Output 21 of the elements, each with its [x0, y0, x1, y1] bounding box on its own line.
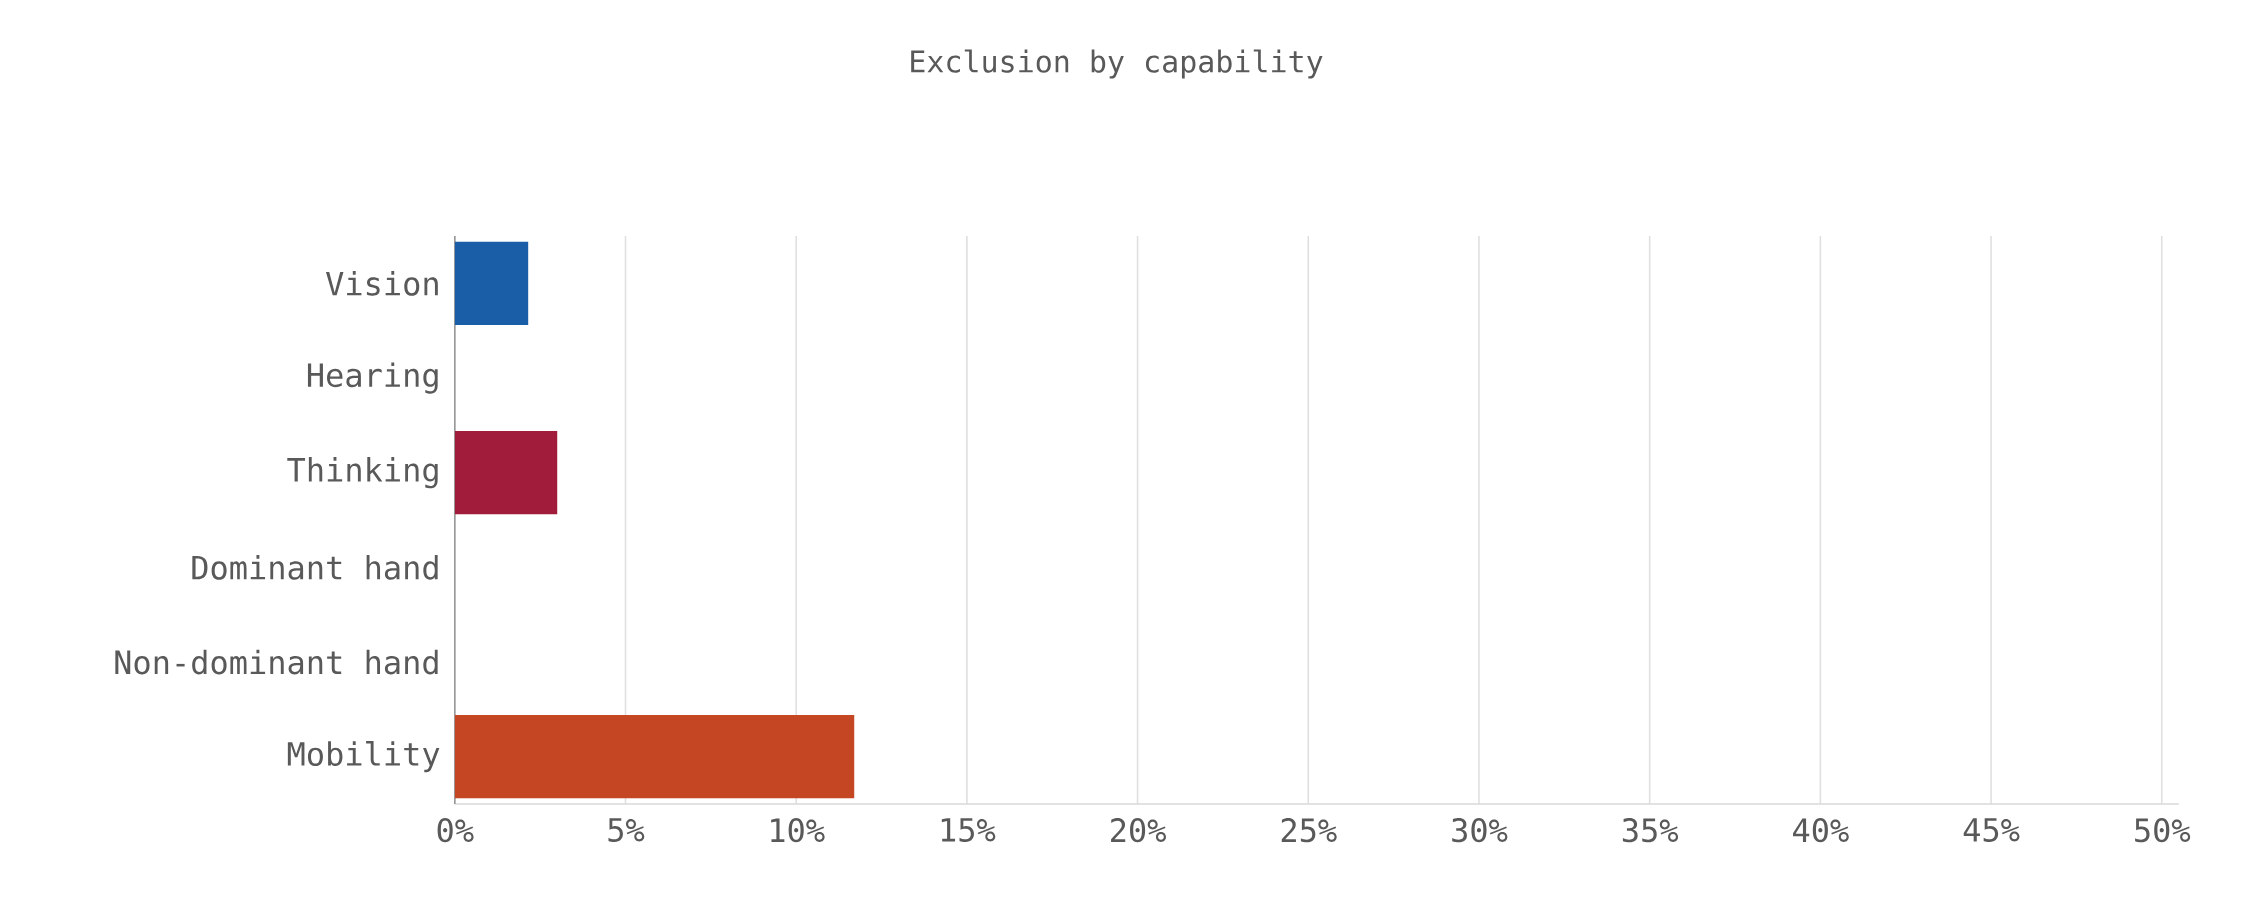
x-tick-label: 45%: [1963, 818, 2020, 842]
x-tick-label: 20%: [1111, 818, 1166, 843]
x-tick-label: 5%: [608, 818, 645, 842]
x-tick-label: 50%: [2135, 818, 2191, 843]
y-tick-label: Thinking: [287, 457, 438, 489]
y-tick-label: Dominant hand: [192, 554, 438, 580]
bar: [454, 431, 558, 515]
x-tick-label: 35%: [1622, 818, 1679, 843]
x-tick-label: 30%: [1452, 818, 1508, 843]
y-tick-label: Hearing: [307, 362, 438, 394]
x-tick-label: 0%: [437, 818, 474, 843]
y-tick-label: Mobility: [287, 741, 440, 773]
bar: [454, 241, 529, 325]
y-tick-label: Non-dominant hand: [115, 649, 438, 675]
chart-title: Exclusion by capability: [911, 49, 1323, 79]
x-tick-label: 40%: [1793, 818, 1849, 843]
x-tick-label: 25%: [1281, 818, 1337, 843]
y-tick-label: Vision: [325, 270, 438, 296]
x-tick-label: 10%: [771, 818, 825, 843]
bar: [454, 715, 855, 799]
x-tick-label: 15%: [941, 818, 996, 842]
